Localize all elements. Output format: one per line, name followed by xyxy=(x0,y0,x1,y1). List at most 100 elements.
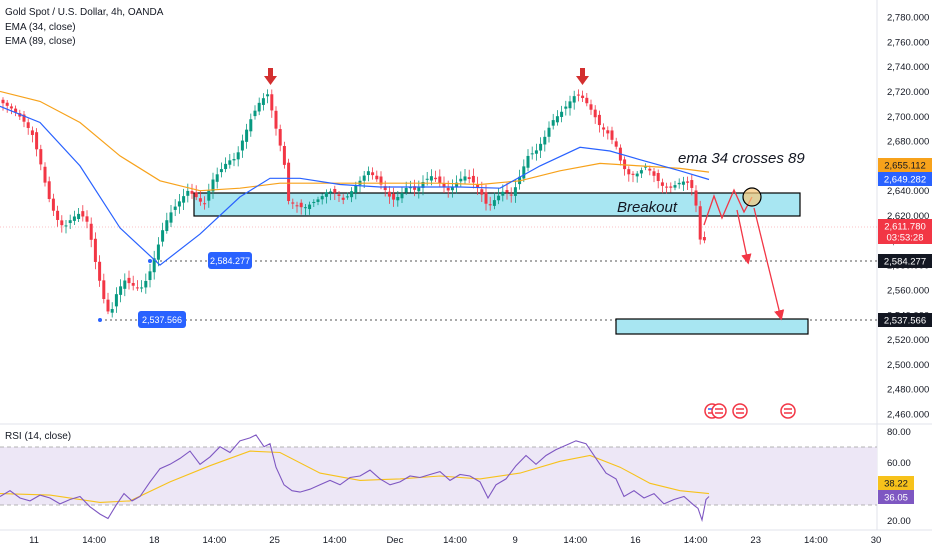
candle-body xyxy=(81,211,85,217)
price-tick-label: 2,560.000 xyxy=(887,285,929,296)
candle-body xyxy=(564,106,568,109)
candle-body xyxy=(219,169,223,173)
candle-body xyxy=(64,225,68,227)
level2-price-tag xyxy=(878,313,932,327)
candle-body xyxy=(98,261,102,281)
ema-cross-circle xyxy=(742,187,762,207)
candle-body xyxy=(497,195,501,201)
candle-body xyxy=(660,182,664,186)
candle-body xyxy=(177,201,181,207)
candle-body xyxy=(509,194,513,196)
time-tick-label: 9 xyxy=(512,535,517,546)
countdown-text: 03:53:28 xyxy=(887,233,924,244)
candle-body xyxy=(694,190,698,206)
candle-body xyxy=(89,223,93,240)
candle-body xyxy=(85,216,89,222)
candle-body xyxy=(51,198,55,211)
projection-arrow-1 xyxy=(736,209,752,265)
candle-body xyxy=(648,168,652,171)
time-tick-label: 14:00 xyxy=(563,535,587,546)
candle-body xyxy=(287,162,291,201)
candle-body xyxy=(30,130,34,135)
candle-body xyxy=(623,159,627,170)
candle-body xyxy=(526,155,530,168)
candle-body xyxy=(396,197,400,201)
candle-body xyxy=(530,153,534,155)
level-badge-1-text: 2,584.277 xyxy=(210,256,250,266)
time-tick-label: 18 xyxy=(149,535,160,546)
projection-arrow-2 xyxy=(753,207,785,321)
level-anchor-1 xyxy=(148,259,152,263)
candle-body xyxy=(278,129,282,146)
ema89-price-text: 2,655.112 xyxy=(884,161,926,172)
candle-body xyxy=(434,177,438,180)
candle-body xyxy=(375,175,379,180)
ema34-price-tag xyxy=(878,172,932,186)
candle-body xyxy=(450,186,454,191)
price-tick-label: 2,460.000 xyxy=(887,410,929,421)
candle-body xyxy=(266,94,270,97)
candle-body xyxy=(387,191,391,197)
candle-body xyxy=(442,183,446,187)
event-icon-4[interactable] xyxy=(780,403,796,419)
candle-body xyxy=(39,149,43,165)
candle-body xyxy=(413,186,417,190)
candle-body xyxy=(144,280,148,288)
candle-body xyxy=(543,136,547,145)
price-tick-label: 2,700.000 xyxy=(887,112,929,123)
candle-body xyxy=(501,191,505,196)
price-tick-label: 2,520.000 xyxy=(887,335,929,346)
candle-body xyxy=(240,140,244,151)
level-badge-2 xyxy=(138,311,186,328)
time-tick-label: 11 xyxy=(29,535,39,546)
candle-body xyxy=(686,181,690,183)
candle-body xyxy=(505,190,509,193)
price-tick-label: 2,740.000 xyxy=(887,62,929,73)
candle-body xyxy=(60,220,64,226)
candle-body xyxy=(341,197,345,200)
level2-price-text: 2,537.566 xyxy=(884,316,926,327)
candle-body xyxy=(371,172,375,176)
time-tick-label: 16 xyxy=(630,535,641,546)
candle-body xyxy=(102,280,106,299)
time-tick-label: 14:00 xyxy=(443,535,467,546)
candle-body xyxy=(366,171,370,176)
candle-body xyxy=(421,182,425,188)
rsi-value-text: 36.05 xyxy=(884,493,908,504)
candle-body xyxy=(539,143,543,151)
candle-body xyxy=(215,174,219,182)
candle-body xyxy=(148,271,152,281)
candle-body xyxy=(597,114,601,126)
level-anchor-2 xyxy=(98,318,102,322)
candle-body xyxy=(362,175,366,181)
candle-body xyxy=(26,122,30,128)
candle-body xyxy=(665,186,669,188)
candle-body xyxy=(156,244,160,260)
candle-body xyxy=(560,111,564,117)
candle-body xyxy=(131,282,135,286)
candle-body xyxy=(471,175,475,183)
rsi-tick-60: 60.00 xyxy=(887,458,911,469)
candle-body xyxy=(379,176,383,185)
candle-body xyxy=(446,187,450,191)
price-tick-label: 2,500.000 xyxy=(887,360,929,371)
candle-body xyxy=(652,171,656,176)
event-icon-3[interactable] xyxy=(732,403,748,419)
sell-arrow-1 xyxy=(264,68,277,85)
level-badge-1 xyxy=(208,252,252,269)
candle-body xyxy=(551,120,555,126)
ema-cross-label: ema 34 crosses 89 xyxy=(678,150,805,167)
candle-body xyxy=(644,166,648,168)
candle-body xyxy=(169,212,173,223)
candle-body xyxy=(282,146,286,165)
candle-body xyxy=(72,216,76,221)
candle-body xyxy=(572,96,576,103)
candle-body xyxy=(463,176,467,181)
rsi-value-tag xyxy=(878,490,914,504)
time-tick-label: 14:00 xyxy=(323,535,347,546)
event-icon-2[interactable] xyxy=(711,403,727,419)
candle-body xyxy=(173,206,177,210)
candle-body xyxy=(639,170,643,174)
time-tick-label: 14:00 xyxy=(684,535,708,546)
